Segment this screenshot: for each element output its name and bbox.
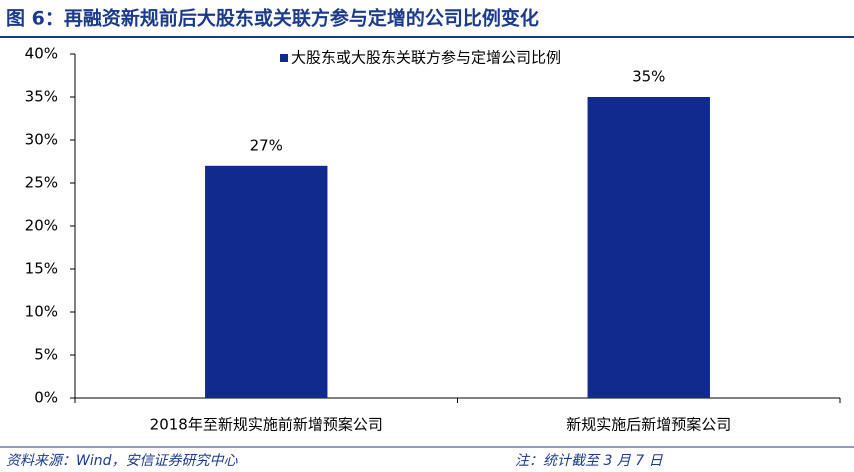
- source-note: 资料来源：Wind，安信证券研究中心: [6, 453, 238, 469]
- bar: [205, 165, 328, 398]
- y-tick-label: 25%: [25, 174, 58, 192]
- value-label: 27%: [250, 136, 283, 154]
- value-label: 35%: [632, 68, 665, 86]
- bar: [587, 97, 710, 398]
- legend-label: 大股东或大股东关联方参与定增公司比例: [291, 49, 561, 67]
- y-tick-label: 0%: [34, 389, 58, 407]
- y-tick-label: 30%: [25, 131, 58, 149]
- y-tick-label: 40%: [25, 45, 58, 63]
- chart-title: 图 6：再融资新规前后大股东或关联方参与定增的公司比例变化: [6, 7, 539, 30]
- y-tick-label: 15%: [25, 260, 58, 278]
- y-tick-label: 35%: [25, 88, 58, 106]
- legend-swatch: [280, 54, 288, 62]
- x-tick-label: 新规实施后新增预案公司: [566, 416, 731, 434]
- y-tick-label: 10%: [25, 303, 58, 321]
- y-tick-label: 5%: [34, 346, 58, 364]
- x-tick-label: 2018年至新规实施前新增预案公司: [150, 416, 383, 434]
- footnote: 注：统计截至 3 月 7 日: [515, 453, 664, 469]
- y-tick-label: 20%: [25, 217, 58, 235]
